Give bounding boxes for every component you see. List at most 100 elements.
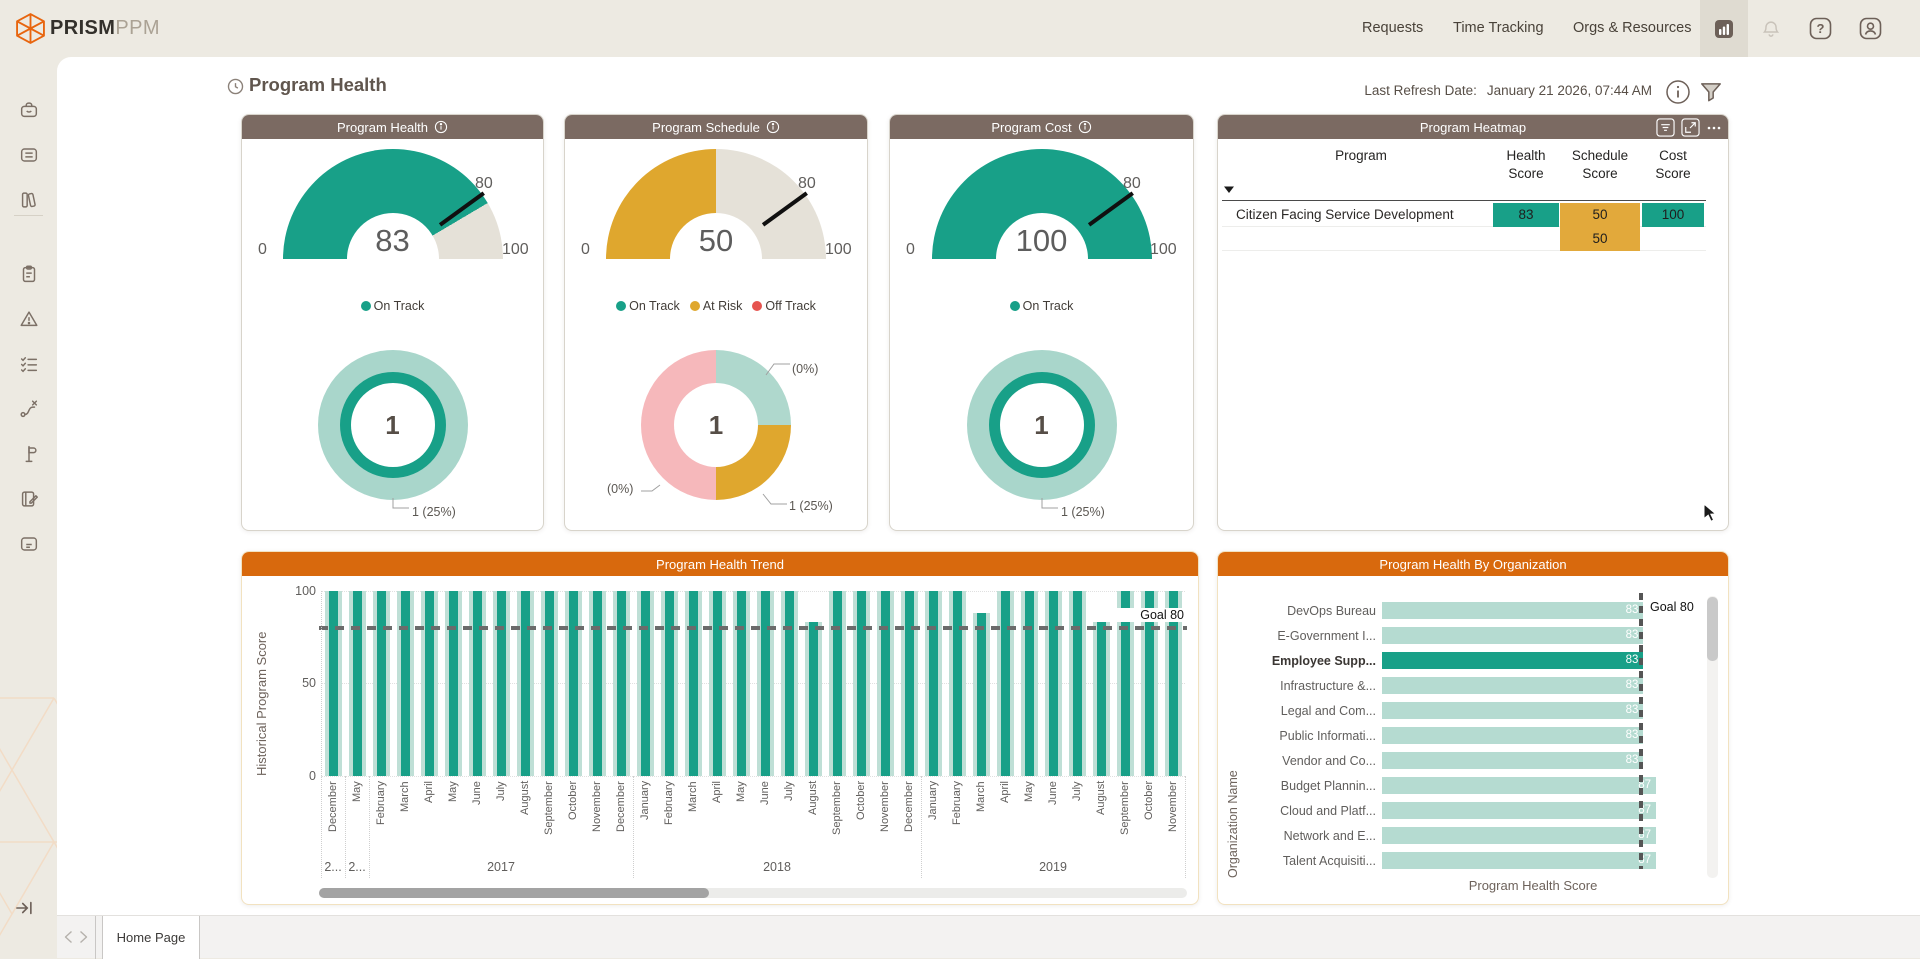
trend-bar[interactable]	[900, 591, 918, 776]
more-options-icon[interactable]	[1706, 118, 1722, 137]
trend-bar[interactable]	[948, 591, 966, 776]
page-next-icon[interactable]	[78, 930, 89, 944]
org-bar[interactable]: 83	[1382, 752, 1644, 769]
expand-sidebar-icon[interactable]	[14, 899, 36, 922]
trend-bar[interactable]	[1068, 591, 1086, 776]
trend-bar[interactable]	[828, 591, 846, 776]
cost-donut[interactable]: 1	[966, 350, 1117, 500]
org-bar[interactable]: 87	[1382, 852, 1657, 869]
trend-bar[interactable]	[732, 591, 750, 776]
trend-bar[interactable]	[972, 613, 990, 776]
org-bar[interactable]: 83	[1382, 702, 1644, 719]
heatmap-cell-cost[interactable]: 100	[1642, 203, 1704, 227]
column-header-health[interactable]: Health Score	[1506, 148, 1546, 181]
trend-bar[interactable]	[684, 591, 702, 776]
trend-bar[interactable]	[612, 591, 630, 776]
filter-funnel-icon[interactable]	[1698, 79, 1724, 105]
trend-bar[interactable]	[540, 591, 558, 776]
briefcase-icon[interactable]	[0, 93, 57, 127]
scrollbar-thumb[interactable]	[1707, 597, 1718, 661]
program-health-trend-card[interactable]: Program Health Trend Historical Program …	[241, 551, 1199, 905]
trend-bar[interactable]	[1044, 591, 1062, 776]
trend-bar[interactable]	[756, 591, 774, 776]
legend-item-on-track[interactable]: On Track	[1009, 299, 1073, 313]
heatmap-cell-schedule[interactable]: 50	[1560, 203, 1640, 227]
legend-item-off-track[interactable]: Off Track	[752, 299, 816, 313]
column-header-schedule[interactable]: Schedule Score	[1571, 148, 1629, 181]
id-card-icon[interactable]	[0, 527, 57, 561]
nav-requests[interactable]: Requests	[1362, 20, 1424, 36]
info-icon[interactable]	[434, 120, 448, 134]
trend-bar[interactable]	[516, 591, 534, 776]
trend-bar[interactable]	[1116, 591, 1134, 776]
trend-bar[interactable]	[924, 591, 942, 776]
nav-time-tracking[interactable]: Time Tracking	[1453, 20, 1544, 36]
column-header-cost[interactable]: Cost Score	[1655, 148, 1691, 181]
legend-item-on-track[interactable]: On Track	[360, 299, 424, 313]
trend-bar[interactable]	[324, 591, 342, 776]
horizontal-scrollbar[interactable]	[319, 888, 1187, 898]
column-header-program[interactable]: Program	[1335, 148, 1387, 163]
trend-bar[interactable]	[348, 591, 366, 776]
clipboard-icon[interactable]	[0, 257, 57, 291]
program-health-by-organization-card[interactable]: Program Health By Organization Organizat…	[1217, 551, 1729, 905]
vertical-scrollbar[interactable]	[1707, 596, 1718, 878]
trend-bar[interactable]	[492, 591, 510, 776]
trend-bar[interactable]	[996, 591, 1014, 776]
health-donut[interactable]: 1	[317, 350, 468, 500]
scrollbar-thumb[interactable]	[319, 888, 709, 898]
notebook-icon[interactable]	[0, 482, 57, 516]
tab-home-page[interactable]: Home Page	[102, 916, 200, 959]
notifications-bell-icon[interactable]	[1748, 0, 1794, 57]
trend-bar[interactable]	[444, 591, 462, 776]
trend-bar[interactable]	[468, 591, 486, 776]
health-gauge[interactable]: 83 0 100 80	[242, 149, 543, 299]
trend-bar[interactable]	[660, 591, 678, 776]
heatmap-cell-health[interactable]: 83	[1493, 203, 1559, 227]
checklist-icon[interactable]	[0, 347, 57, 381]
popout-icon[interactable]	[1681, 118, 1700, 137]
trend-bar[interactable]	[804, 622, 822, 776]
legend-item-on-track[interactable]: On Track	[616, 299, 680, 313]
trend-bar[interactable]	[636, 591, 654, 776]
info-icon[interactable]	[1078, 120, 1092, 134]
trend-bar[interactable]	[372, 591, 390, 776]
trend-bar[interactable]	[396, 591, 414, 776]
filter-icon[interactable]	[1656, 118, 1675, 137]
page-prev-icon[interactable]	[63, 930, 74, 944]
org-bar[interactable]: 87	[1382, 802, 1657, 819]
program-heatmap-card[interactable]: Program Heatmap Program Health Score Sch…	[1217, 114, 1729, 531]
schedule-gauge[interactable]: 50 0 100 80	[565, 149, 867, 299]
prismppm-logo[interactable]: PRISMPPM	[16, 13, 160, 44]
trend-bar[interactable]	[780, 591, 798, 776]
org-bar[interactable]: 83	[1382, 627, 1644, 644]
org-bar[interactable]: 83	[1382, 602, 1644, 619]
cost-gauge[interactable]: 100 0 100 80	[890, 149, 1193, 299]
trend-bar[interactable]	[1140, 591, 1158, 776]
help-icon[interactable]: ?	[1797, 0, 1843, 57]
trend-bar[interactable]	[1020, 591, 1038, 776]
route-icon[interactable]	[0, 392, 57, 426]
trend-bar[interactable]	[852, 591, 870, 776]
trend-bar[interactable]	[876, 591, 894, 776]
library-icon[interactable]	[0, 183, 57, 217]
heatmap-row[interactable]: 50	[1222, 227, 1706, 251]
heatmap-row[interactable]: Citizen Facing Service Development 83 50 10…	[1222, 203, 1706, 227]
nav-orgs-resources[interactable]: Orgs & Resources	[1573, 20, 1692, 36]
program-schedule-card[interactable]: Program Schedule 50 0 100 80 On Track At …	[564, 114, 868, 531]
reports-icon[interactable]	[1700, 0, 1748, 57]
trend-bar[interactable]	[1092, 622, 1110, 776]
cards-icon[interactable]	[0, 138, 57, 172]
org-bar[interactable]: 83	[1382, 677, 1644, 694]
trend-bar[interactable]	[564, 591, 582, 776]
info-icon[interactable]	[766, 120, 780, 134]
trend-bar[interactable]	[588, 591, 606, 776]
trend-bar[interactable]	[1164, 591, 1182, 776]
milestone-flag-icon[interactable]	[0, 437, 57, 471]
risk-warning-icon[interactable]	[0, 302, 57, 336]
program-health-card[interactable]: Program Health 83 0 100 80 On Track 1 1 …	[241, 114, 544, 531]
org-bar[interactable]: 83	[1382, 652, 1644, 669]
legend-item-at-risk[interactable]: At Risk	[689, 299, 742, 313]
account-icon[interactable]	[1847, 0, 1893, 57]
info-icon[interactable]	[1665, 79, 1691, 105]
